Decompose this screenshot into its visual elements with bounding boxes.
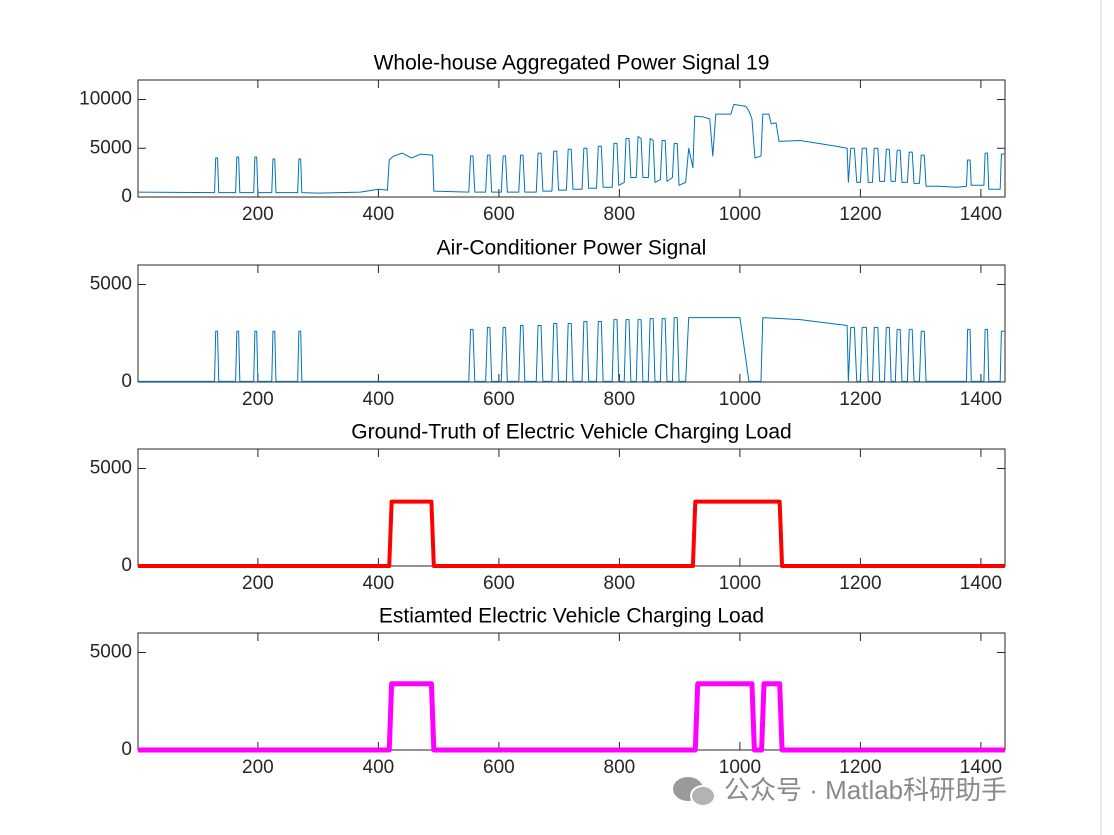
x-tick-label: 400 [363, 757, 395, 778]
chart-title: Whole-house Aggregated Power Signal 19 [374, 52, 770, 75]
x-tick-label: 600 [483, 204, 515, 225]
watermark-icon [673, 777, 716, 807]
y-tick-label: 5000 [90, 458, 132, 479]
x-tick-label: 200 [242, 389, 274, 410]
x-tick-label: 1200 [839, 757, 881, 778]
y-tick-label: 0 [121, 739, 132, 760]
x-tick-label: 200 [242, 573, 274, 594]
y-tick-label: 5000 [90, 642, 132, 663]
x-tick-label: 200 [242, 204, 274, 225]
x-tick-label: 1200 [839, 389, 881, 410]
x-tick-label: 1400 [960, 204, 1002, 225]
data-line [138, 317, 1005, 382]
x-tick-label: 1200 [839, 573, 881, 594]
y-tick-label: 5000 [90, 137, 132, 158]
data-line [138, 681, 1005, 753]
x-tick-label: 800 [604, 204, 636, 225]
x-tick-label: 400 [363, 204, 395, 225]
data-line [137, 103, 1005, 194]
x-tick-label: 1200 [839, 204, 881, 225]
x-tick-label: 1000 [719, 204, 761, 225]
x-tick-label: 1000 [719, 389, 761, 410]
y-tick-label: 5000 [90, 274, 132, 295]
x-tick-label: 1400 [960, 757, 1002, 778]
data-line [138, 499, 1005, 568]
x-tick-label: 400 [363, 389, 395, 410]
x-tick-label: 400 [363, 573, 395, 594]
x-tick-label: 800 [604, 757, 636, 778]
y-tick-label: 0 [121, 186, 132, 207]
x-tick-label: 1400 [960, 573, 1002, 594]
chart-title: Estiamted Electric Vehicle Charging Load [379, 605, 764, 628]
x-tick-label: 600 [483, 757, 515, 778]
axes-box [137, 79, 1006, 198]
x-tick-label: 600 [483, 573, 515, 594]
y-tick-label: 10000 [79, 89, 132, 110]
x-tick-label: 1000 [719, 757, 761, 778]
x-tick-label: 200 [242, 757, 274, 778]
chart-title: Ground-Truth of Electric Vehicle Chargin… [351, 421, 791, 444]
watermark: 公众号 · Matlab科研助手 [724, 775, 1007, 805]
x-tick-label: 800 [604, 389, 636, 410]
axes-box [137, 448, 1006, 567]
y-tick-label: 0 [121, 555, 132, 576]
x-tick-label: 600 [483, 389, 515, 410]
x-tick-label: 1400 [960, 389, 1002, 410]
x-tick-label: 1000 [719, 573, 761, 594]
axes-box [137, 632, 1006, 751]
x-tick-label: 800 [604, 573, 636, 594]
chart-title: Air-Conditioner Power Signal [437, 237, 707, 260]
y-tick-label: 0 [121, 371, 132, 392]
